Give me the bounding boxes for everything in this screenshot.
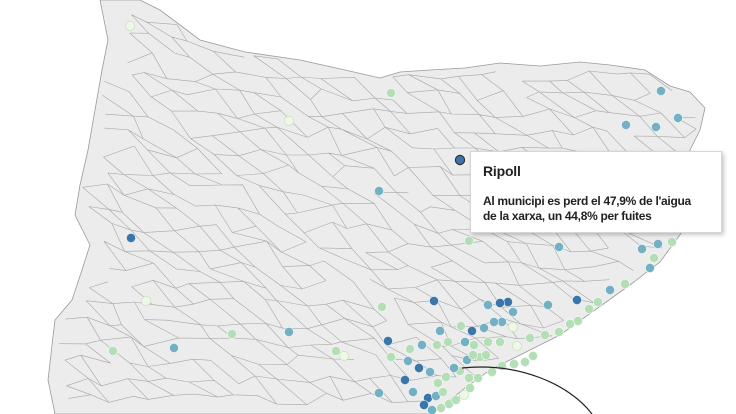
- municipality-marker[interactable]: [482, 299, 493, 310]
- municipality-marker[interactable]: [512, 340, 523, 351]
- municipality-marker[interactable]: [621, 120, 632, 131]
- municipality-marker[interactable]: [540, 329, 551, 340]
- municipality-marker[interactable]: [437, 386, 448, 397]
- municipality-marker[interactable]: [385, 351, 396, 362]
- municipality-marker[interactable]: [507, 306, 518, 317]
- municipality-marker[interactable]: [605, 284, 616, 295]
- municipality-marker[interactable]: [507, 321, 518, 332]
- municipality-marker[interactable]: [584, 303, 595, 314]
- callout-curve: [461, 366, 593, 414]
- municipality-marker[interactable]: [620, 278, 631, 289]
- municipality-marker[interactable]: [494, 336, 505, 347]
- municipality-marker[interactable]: [373, 387, 384, 398]
- municipality-markers: [108, 20, 684, 414]
- municipality-marker[interactable]: [418, 399, 429, 410]
- municipality-marker[interactable]: [413, 362, 424, 373]
- municipality-marker[interactable]: [427, 405, 437, 414]
- municipality-marker[interactable]: [463, 372, 474, 383]
- municipality-marker[interactable]: [565, 318, 576, 329]
- municipality-marker[interactable]: [463, 235, 474, 246]
- municipality-marker[interactable]: [442, 336, 453, 347]
- municipality-marker[interactable]: [435, 402, 446, 413]
- municipality-marker[interactable]: [455, 320, 466, 331]
- tooltip-line-1: Al municipi es perd el 47,9% de l'aigua: [483, 194, 691, 208]
- municipality-marker[interactable]: [168, 342, 179, 353]
- municipality-marker[interactable]: [407, 386, 418, 397]
- municipality-marker[interactable]: [593, 296, 604, 307]
- municipality-marker[interactable]: [126, 232, 137, 243]
- municipality-marker[interactable]: [472, 372, 483, 383]
- municipality-marker[interactable]: [450, 394, 461, 405]
- municipality-marker[interactable]: [543, 299, 554, 310]
- municipality-marker[interactable]: [108, 345, 119, 356]
- municipality-marker[interactable]: [459, 336, 470, 347]
- municipality-marker[interactable]: [494, 297, 505, 308]
- ripoll-marker[interactable]: [454, 154, 466, 166]
- municipality-marker[interactable]: [431, 339, 442, 350]
- municipality-marker[interactable]: [140, 295, 151, 306]
- municipality-marker[interactable]: [226, 328, 237, 339]
- municipality-marker[interactable]: [508, 358, 519, 369]
- municipality-marker[interactable]: [283, 116, 294, 127]
- municipality-marker[interactable]: [464, 382, 475, 393]
- municipality-marker[interactable]: [376, 301, 387, 312]
- municipality-marker[interactable]: [554, 326, 565, 337]
- municipality-marker[interactable]: [448, 362, 459, 373]
- municipality-marker[interactable]: [373, 185, 384, 196]
- municipality-marker[interactable]: [651, 122, 662, 133]
- municipality-marker[interactable]: [528, 350, 539, 361]
- municipality-marker[interactable]: [432, 377, 443, 388]
- municipality-marker[interactable]: [399, 374, 410, 385]
- municipality-marker[interactable]: [653, 238, 664, 249]
- municipality-marker[interactable]: [667, 236, 678, 247]
- municipality-marker[interactable]: [402, 355, 413, 366]
- municipality-marker[interactable]: [434, 325, 445, 336]
- municipality-marker[interactable]: [468, 339, 479, 350]
- municipality-marker[interactable]: [382, 335, 393, 346]
- municipality-marker[interactable]: [385, 88, 396, 99]
- municipality-marker[interactable]: [330, 345, 341, 356]
- municipality-marker[interactable]: [486, 366, 497, 377]
- municipality-marker[interactable]: [404, 343, 415, 354]
- municipality-marker[interactable]: [125, 20, 136, 31]
- municipality-marker[interactable]: [467, 349, 478, 360]
- municipality-marker[interactable]: [283, 326, 294, 337]
- tooltip-title: Ripoll: [483, 163, 521, 179]
- municipality-marker[interactable]: [520, 356, 531, 367]
- municipality-tooltip: Ripoll Al municipi es perd el 47,9% de l…: [470, 151, 722, 233]
- municipality-marker[interactable]: [482, 336, 493, 347]
- municipality-marker[interactable]: [572, 294, 583, 305]
- municipality-marker[interactable]: [645, 262, 656, 273]
- tooltip-line-2: de la xarxa, un 44,8% per fuites: [483, 209, 652, 223]
- municipality-marker[interactable]: [673, 113, 684, 124]
- municipality-marker[interactable]: [525, 332, 536, 343]
- municipality-marker[interactable]: [649, 252, 660, 263]
- municipality-marker[interactable]: [440, 371, 451, 382]
- municipality-marker[interactable]: [338, 350, 349, 361]
- municipality-marker[interactable]: [488, 316, 499, 327]
- municipality-marker[interactable]: [428, 295, 439, 306]
- municipality-marker[interactable]: [466, 325, 477, 336]
- municipality-marker[interactable]: [554, 241, 565, 252]
- municipality-marker[interactable]: [656, 86, 667, 97]
- municipality-marker[interactable]: [480, 349, 491, 360]
- municipality-marker[interactable]: [416, 339, 427, 350]
- municipality-marker[interactable]: [478, 322, 489, 333]
- municipality-marker[interactable]: [458, 389, 469, 400]
- municipality-marker[interactable]: [637, 243, 648, 254]
- tooltip-text: Al municipi es perd el 47,9% de l'aigua …: [483, 194, 709, 224]
- municipality-marker[interactable]: [424, 366, 435, 377]
